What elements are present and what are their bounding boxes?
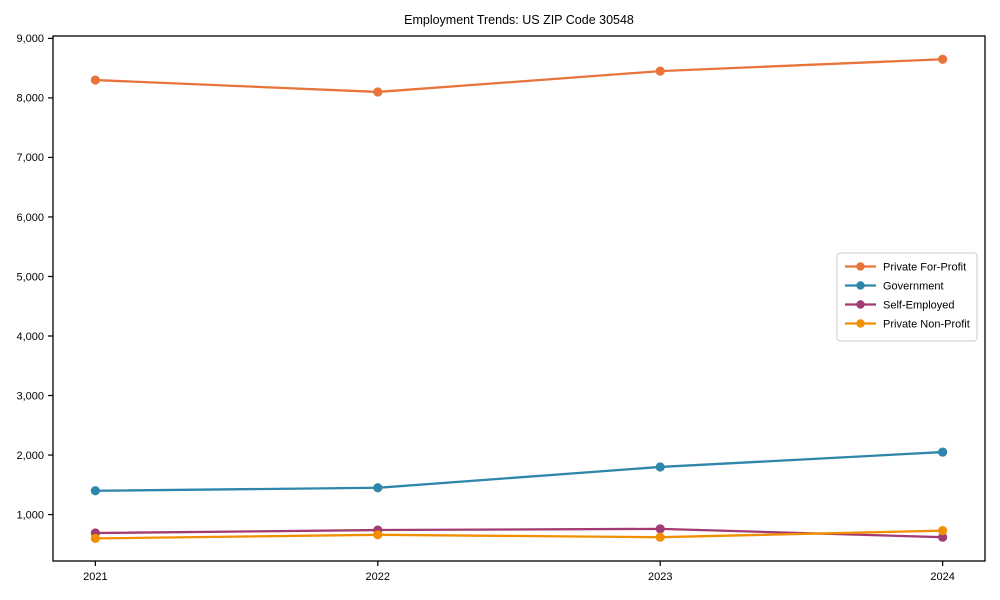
series-private-for-profit — [90, 54, 948, 97]
series-marker-private-non-profit — [373, 530, 383, 540]
legend-label: Private Non-Profit — [883, 318, 970, 330]
x-tick-label: 2021 — [83, 571, 107, 583]
legend-swatch-marker — [856, 262, 865, 271]
x-tick-label: 2024 — [930, 571, 954, 583]
legend-item-government: Government — [845, 280, 944, 292]
legend-item-self-employed: Self-Employed — [845, 299, 955, 311]
y-tick-label: 1,000 — [16, 509, 44, 521]
series-line-private-non-profit — [95, 529, 943, 540]
y-tick-label: 2,000 — [16, 450, 44, 462]
legend-label: Private For-Profit — [883, 261, 966, 273]
legend-box — [836, 252, 978, 342]
plot-border — [52, 35, 986, 562]
chart-title: Employment Trends: US ZIP Code 30548 — [404, 13, 634, 27]
x-tick-label: 2022 — [366, 571, 390, 583]
series-marker-private-non-profit — [938, 526, 948, 536]
series-marker-private-for-profit — [655, 66, 665, 76]
series-marker-self-employed — [938, 532, 948, 542]
series-marker-government — [90, 486, 100, 496]
series-line-government — [95, 450, 943, 492]
y-tick-label: 6,000 — [16, 212, 44, 224]
legend-item-private-for-profit: Private For-Profit — [845, 261, 966, 273]
y-tick-label: 8,000 — [16, 93, 44, 105]
legend-swatch-marker — [856, 319, 865, 328]
x-tick-label: 2023 — [648, 571, 672, 583]
series-marker-private-non-profit — [655, 532, 665, 542]
y-tick-label: 9,000 — [16, 33, 44, 45]
series-line-private-for-profit — [95, 58, 943, 94]
legend-swatch-marker — [856, 300, 865, 309]
series-marker-government — [373, 483, 383, 493]
series-marker-private-for-profit — [938, 54, 948, 64]
series-private-non-profit — [90, 526, 948, 543]
legend-swatch-marker — [856, 281, 865, 290]
legend-label: Government — [883, 280, 944, 292]
series-marker-government — [938, 447, 948, 457]
series-marker-private-for-profit — [90, 75, 100, 85]
y-tick-label: 5,000 — [16, 271, 44, 283]
legend-item-private-non-profit: Private Non-Profit — [845, 318, 970, 330]
series-marker-private-for-profit — [373, 87, 383, 97]
series-marker-private-non-profit — [90, 533, 100, 543]
legend: Private For-Profit Government Self-Employe… — [836, 252, 978, 342]
series-government — [90, 447, 948, 496]
y-tick-label: 3,000 — [16, 390, 44, 402]
series-marker-government — [655, 462, 665, 472]
series-marker-self-employed — [655, 524, 665, 534]
y-tick-label: 4,000 — [16, 331, 44, 343]
y-tick-label: 7,000 — [16, 152, 44, 164]
legend-label: Self-Employed — [883, 299, 955, 311]
